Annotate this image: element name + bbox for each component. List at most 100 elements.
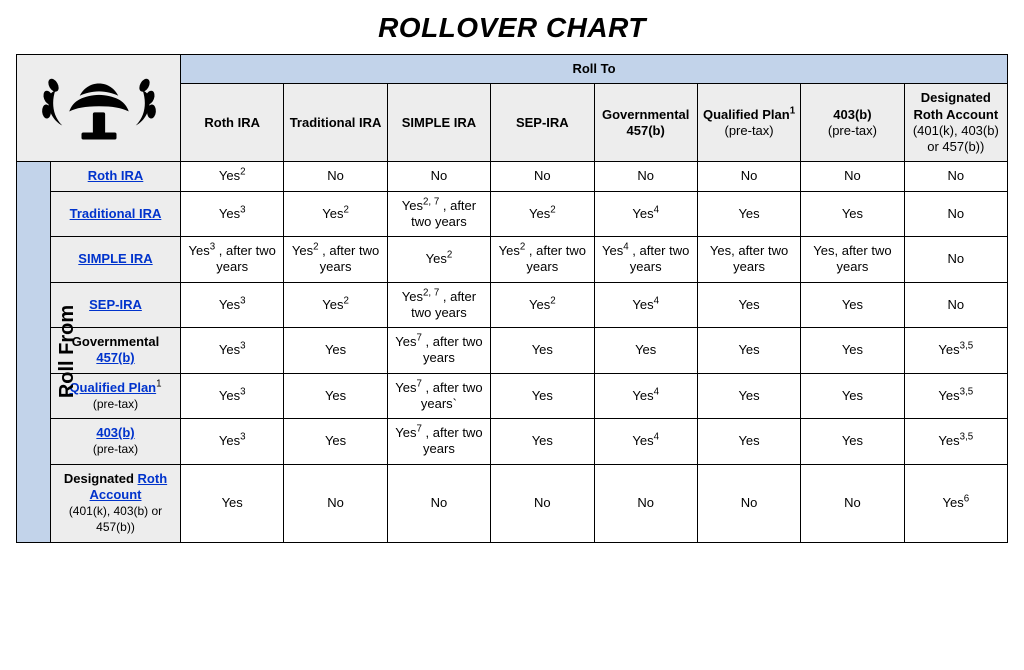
row-header-link[interactable]: 457(b) (96, 350, 134, 365)
roll-to-header: Roll To (181, 55, 1008, 84)
table-cell: Yes (284, 373, 387, 419)
table-cell: Yes4 (594, 373, 697, 419)
table-cell: Yes (697, 373, 800, 419)
table-cell: Yes2, 7 , after two years (387, 282, 490, 328)
table-cell: Yes2, 7 , after two years (387, 191, 490, 237)
row-header-link[interactable]: Roth IRA (88, 168, 144, 183)
table-cell: Yes (697, 419, 800, 465)
row-header-link[interactable]: SIMPLE IRA (78, 251, 152, 266)
row-header-link[interactable]: Qualified Plan (69, 380, 156, 395)
table-cell: No (904, 191, 1007, 237)
table-cell: Yes2 (491, 191, 594, 237)
table-cell: Yes4 (594, 191, 697, 237)
table-cell: No (491, 162, 594, 191)
irs-logo-icon (21, 63, 176, 153)
column-header: Governmental 457(b) (594, 84, 697, 162)
row-header: Roth IRA (51, 162, 181, 191)
table-cell: No (387, 464, 490, 542)
table-cell: Yes (284, 328, 387, 374)
table-cell: Yes (697, 282, 800, 328)
table-cell: Yes3,5 (904, 328, 1007, 374)
table-cell: Yes7 , after two years (387, 419, 490, 465)
table-cell: Yes6 (904, 464, 1007, 542)
table-cell: Yes (801, 282, 904, 328)
table-cell: Yes (697, 191, 800, 237)
table-cell: No (697, 162, 800, 191)
row-header-link[interactable]: Traditional IRA (70, 206, 162, 221)
table-cell: Yes3 , after two years (181, 237, 284, 283)
table-cell: Yes4 (594, 419, 697, 465)
table-cell: Yes2 (284, 191, 387, 237)
table-row: SIMPLE IRA Yes3 , after two yearsYes2 , a… (17, 237, 1008, 283)
table-cell: No (284, 162, 387, 191)
table-body: Roll FromRoth IRAYes2NoNoNoNoNoNoNoTradi… (17, 162, 1008, 542)
column-header: SIMPLE IRA (387, 84, 490, 162)
table-cell: Yes3 (181, 282, 284, 328)
table-cell: No (491, 464, 594, 542)
page-title: ROLLOVER CHART (16, 12, 1008, 44)
rollover-table: Roll To Roth IRATraditional IRASIMPLE IR… (16, 54, 1008, 543)
column-header: 403(b)(pre-tax) (801, 84, 904, 162)
table-cell: Yes (284, 419, 387, 465)
table-cell: No (801, 162, 904, 191)
table-row: SEP-IRAYes3Yes2Yes2, 7 , after two years… (17, 282, 1008, 328)
table-cell: No (904, 282, 1007, 328)
table-cell: Yes (491, 419, 594, 465)
row-header: Traditional IRA (51, 191, 181, 237)
table-cell: Yes7 , after two years` (387, 373, 490, 419)
column-header: Roth IRA (181, 84, 284, 162)
table-cell: Yes3,5 (904, 373, 1007, 419)
table-cell: Yes3 (181, 419, 284, 465)
table-cell: Yes2 (284, 282, 387, 328)
page: ROLLOVER CHART (0, 0, 1024, 559)
table-cell: Yes (697, 328, 800, 374)
row-header: Designated Roth Account(401(k), 403(b) o… (51, 464, 181, 542)
table-cell: Yes (801, 191, 904, 237)
column-header: Qualified Plan1(pre-tax) (697, 84, 800, 162)
column-header: SEP-IRA (491, 84, 594, 162)
row-header: 403(b)(pre-tax) (51, 419, 181, 465)
table-row: Designated Roth Account(401(k), 403(b) o… (17, 464, 1008, 542)
table-row: 403(b)(pre-tax)Yes3YesYes7 , after two y… (17, 419, 1008, 465)
table-cell: Yes2 (491, 282, 594, 328)
table-head: Roll To Roth IRATraditional IRASIMPLE IR… (17, 55, 1008, 162)
row-header-link[interactable]: SEP-IRA (89, 297, 142, 312)
logo-cell (17, 55, 181, 162)
row-header: SIMPLE IRA (51, 237, 181, 283)
table-cell: No (904, 237, 1007, 283)
table-cell: Yes2 (181, 162, 284, 191)
table-cell: No (387, 162, 490, 191)
table-row: Governmental 457(b)Yes3YesYes7 , after t… (17, 328, 1008, 374)
table-cell: Yes7 , after two years (387, 328, 490, 374)
column-header: Traditional IRA (284, 84, 387, 162)
table-cell: No (697, 464, 800, 542)
row-header-link[interactable]: 403(b) (96, 425, 134, 440)
table-row: Traditional IRAYes3Yes2Yes2, 7 , after t… (17, 191, 1008, 237)
table-cell: Yes3 (181, 373, 284, 419)
table-row: Roll FromRoth IRAYes2NoNoNoNoNoNoNo (17, 162, 1008, 191)
table-cell: No (284, 464, 387, 542)
table-cell: Yes, after two years (697, 237, 800, 283)
table-cell: Yes3 (181, 191, 284, 237)
roll-from-header: Roll From (17, 162, 51, 542)
table-cell: No (904, 162, 1007, 191)
table-cell: Yes (491, 373, 594, 419)
table-cell: Yes4 , after two years (594, 237, 697, 283)
table-cell: Yes (181, 464, 284, 542)
table-cell: Yes2 (387, 237, 490, 283)
table-cell: Yes (801, 419, 904, 465)
column-header: Designated Roth Account(401(k), 403(b) o… (904, 84, 1007, 162)
table-row: Qualified Plan1(pre-tax)Yes3YesYes7 , af… (17, 373, 1008, 419)
table-cell: Yes, after two years (801, 237, 904, 283)
table-cell: Yes (801, 373, 904, 419)
table-cell: Yes (594, 328, 697, 374)
table-cell: No (801, 464, 904, 542)
table-cell: Yes (801, 328, 904, 374)
table-cell: Yes (491, 328, 594, 374)
table-cell: Yes3 (181, 328, 284, 374)
table-cell: Yes3,5 (904, 419, 1007, 465)
table-cell: No (594, 162, 697, 191)
table-cell: Yes4 (594, 282, 697, 328)
table-cell: No (594, 464, 697, 542)
table-cell: Yes2 , after two years (284, 237, 387, 283)
